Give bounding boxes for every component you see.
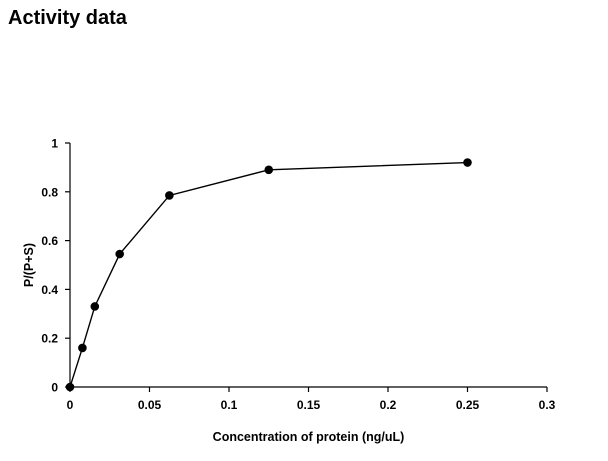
page-title: Activity data [8,7,127,29]
x-ticks: 0 0.05 0.1 0.15 0.2 0.25 0.3 [67,387,556,412]
y-tick-label: 0.8 [41,185,58,199]
y-tick-label: 0.4 [41,283,58,297]
series-layer [65,158,472,392]
y-tick-label: 1 [51,137,58,151]
x-tick-label: 0.1 [221,398,238,412]
y-tick-label: 0.2 [41,332,58,346]
data-point [65,382,75,392]
series-line [69,161,468,388]
x-tick-label: 0.25 [456,398,480,412]
axes [69,143,547,388]
data-point [115,249,124,259]
data-point [165,191,174,200]
x-tick-label: 0.05 [138,398,162,412]
x-tick-label: 0.15 [297,398,321,412]
y-tick-label: 0 [51,381,58,395]
data-point [463,158,472,167]
y-ticks: 0 0.2 0.4 0.6 0.8 1 [41,137,70,395]
x-tick-label: 0.2 [380,398,397,412]
data-point [264,165,274,175]
y-tick-label: 0.6 [41,234,58,248]
x-tick-label: 0 [67,398,74,412]
x-tick-label: 0.3 [539,398,556,412]
x-axis-title: Concentration of protein (ng/uL) [213,430,405,444]
data-point [78,343,87,353]
data-point [90,302,100,311]
y-axis-title: P/(P+S) [22,243,36,287]
